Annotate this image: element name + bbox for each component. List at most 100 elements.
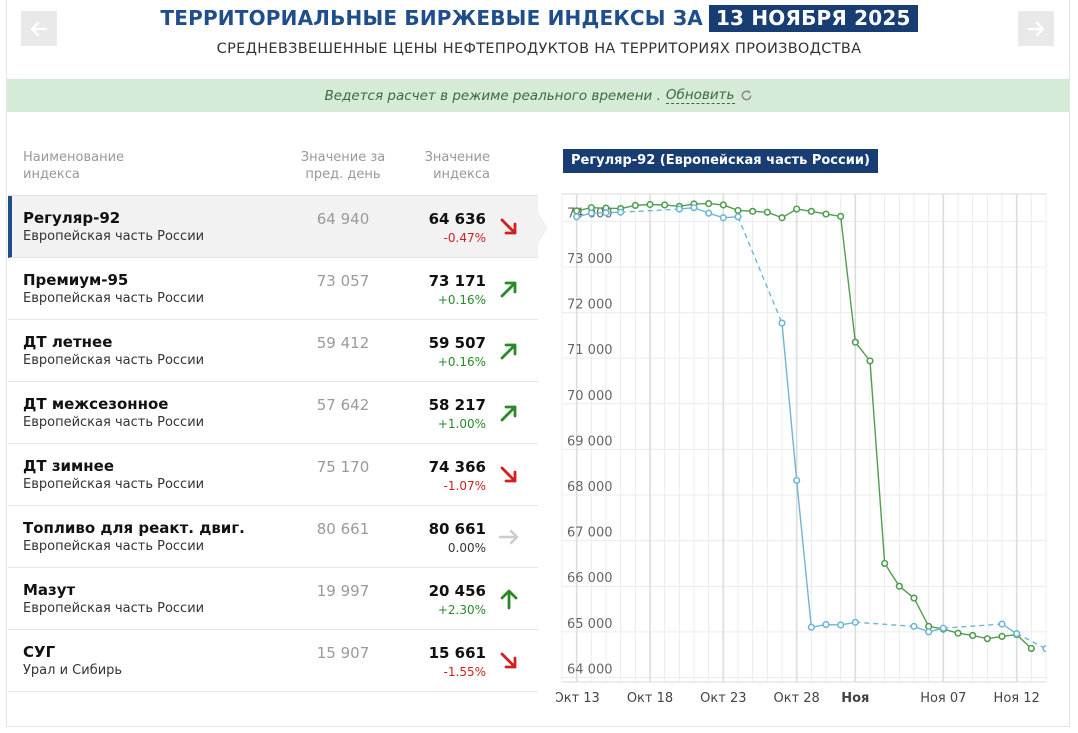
prev-value: 80 661 [316,520,370,538]
series-1-point [851,618,859,626]
series-0-point [734,206,742,215]
index-table: Регуляр-92 Европейская часть России 64 940… [8,196,538,692]
current-value: 15 661 [428,644,486,662]
series-0-point [661,201,669,209]
index-region: Европейская часть России [23,477,205,492]
series-0-segment [839,216,857,343]
series-0-point [705,199,713,208]
arrow-up-right-icon [500,343,517,360]
series-0-point [631,201,639,210]
index-table-header: Наименование индекса Значение за пред. д… [8,137,538,196]
series-0-point [998,632,1006,640]
table-row[interactable]: Премиум-95 Европейская часть России 73 057… [8,258,538,320]
table-row[interactable]: Регуляр-92 Европейская часть России 64 940… [8,196,538,258]
y-tick-label: 64 000 [567,662,613,677]
change-percent: +0.16% [437,293,486,307]
prev-value: 57 642 [316,396,370,414]
series-1-point [910,622,918,630]
series-1-point [675,205,683,213]
arrow-down-right-icon [500,218,517,235]
series-0-point [837,212,845,220]
index-name: ДТ летнее [23,333,113,351]
x-tick-label: Окт 23 [700,691,746,706]
series-0-point [881,559,889,568]
page-subtitle: СРЕДНЕВЗВЕШЕННЫЕ ЦЕНЫ НЕФТЕПРОДУКТОВ НА … [216,41,862,57]
status-text: Ведется расчет в режиме реального времен… [324,87,661,104]
index-name: ДТ зимнее [23,457,115,475]
series-1-point [719,214,727,222]
series-0-point [910,594,918,602]
plot-area [561,193,1047,683]
series-1-point [998,620,1006,628]
series-0-point [851,338,859,346]
refresh-icon[interactable] [740,89,753,102]
table-row[interactable]: Мазут Европейская часть России 19 997 20 45… [8,568,538,630]
y-tick-label: 71 000 [567,343,613,358]
change-percent: +2.30% [437,603,486,617]
arrow-up-right-icon [500,281,517,298]
series-1-point [807,623,815,631]
y-tick-label: 72 000 [567,298,613,313]
series-1-segment [795,480,813,628]
prev-value: 64 940 [316,210,370,228]
series-1-point [705,209,713,217]
date-badge[interactable]: 13 НОЯБРЯ 2025 [708,5,918,32]
series-0-point [646,200,654,209]
series-1-point [778,319,786,327]
next-date-button[interactable] [1018,11,1054,46]
arrow-down-right-icon [500,652,517,669]
index-name: СУГ [23,643,56,661]
table-row[interactable]: СУГ Урал и Сибирь 15 907 15 661 -1.55% [8,630,538,692]
series-1-segment [1016,633,1046,650]
series-0-point [866,357,874,365]
series-0-point [793,205,801,213]
series-0-point [822,210,830,218]
series-0-point [969,631,977,640]
table-row[interactable]: Топливо для реакт. двиг. Европейская част… [8,506,538,568]
series-1-segment [781,323,798,481]
index-region: Европейская часть России [23,353,205,368]
series-0-segment [854,341,871,362]
table-row[interactable]: ДТ зимнее Европейская часть России 75 170 7… [8,444,538,506]
series-0-point [954,629,962,637]
series-1-point [734,213,742,221]
series-1-point [690,204,698,212]
y-tick-label: 66 000 [567,571,613,586]
series-1-point [573,213,581,221]
table-row[interactable]: ДТ межсезонное Европейская часть России 57… [8,382,538,444]
realtime-status-bar: Ведется расчет в режиме реального времен… [7,79,1070,112]
current-value: 73 171 [428,272,486,290]
index-region: Европейская часть России [23,539,205,554]
price-chart: Окт 13 Окт 18 Окт 23 Окт 28 Ноя Ноя 07 Ноя 12 6… [556,188,1050,720]
series-1-point [617,208,625,216]
series-1-point [793,476,801,485]
prev-value: 73 057 [316,272,370,290]
index-region: Европейская часть России [23,291,205,306]
series-1-point [587,209,595,217]
arrow-left-icon [30,21,48,36]
prev-date-button[interactable] [21,11,57,46]
table-row[interactable]: ДТ летнее Европейская часть России 59 412 5… [8,320,538,382]
series-1-point [837,621,845,629]
page-title-text: ТЕРРИТОРИАЛЬНЫЕ БИРЖЕВЫЕ ИНДЕКСЫ ЗА [160,6,703,30]
y-tick-label: 70 000 [567,389,613,404]
index-name: Регуляр-92 [23,209,121,227]
page-title: ТЕРРИТОРИАЛЬНЫЕ БИРЖЕВЫЕ ИНДЕКСЫ ЗА 13 НО… [0,5,1078,32]
current-value: 58 217 [428,396,486,414]
y-tick-label: 73 000 [567,252,613,267]
refresh-link[interactable]: Обновить [665,87,735,104]
index-region: Урал и Сибирь [23,663,123,678]
current-value: 74 366 [428,458,486,476]
prev-value: 15 907 [316,644,370,662]
series-0-point [763,208,771,216]
series-1-point [1042,645,1046,653]
index-name: Топливо для реакт. двиг. [23,519,245,537]
series-1-point [822,620,830,629]
series-1-point [1013,630,1021,638]
arrow-up-icon [500,589,518,610]
y-tick-label: 67 000 [567,526,613,541]
series-1-segment [620,208,680,213]
series-1-point [602,209,610,217]
arrow-up-right-icon [500,405,517,422]
series-0-segment [884,563,900,587]
